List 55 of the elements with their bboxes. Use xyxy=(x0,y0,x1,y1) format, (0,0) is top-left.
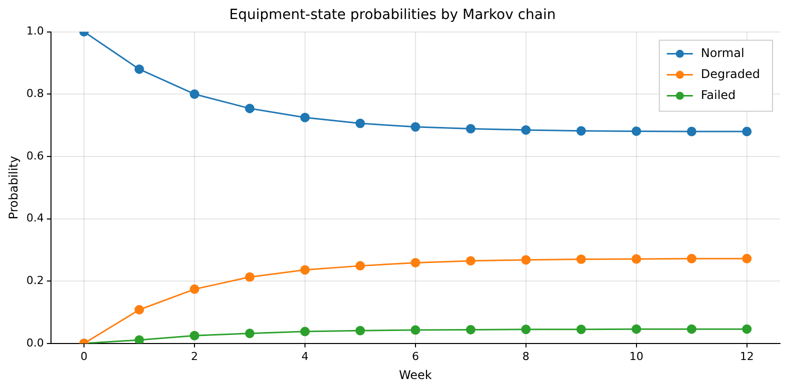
x-tick-label: 8 xyxy=(522,350,530,363)
point xyxy=(410,122,420,132)
point xyxy=(244,104,254,114)
x-axis-title: Week xyxy=(399,368,432,382)
point xyxy=(300,326,310,336)
point xyxy=(134,304,144,314)
point xyxy=(576,126,586,136)
legend-label: Failed xyxy=(700,88,736,102)
point xyxy=(576,324,586,334)
point xyxy=(466,124,476,134)
y-tick-label: 0.2 xyxy=(26,274,44,287)
point xyxy=(190,284,200,294)
point xyxy=(576,254,586,264)
y-tick-label: 0.0 xyxy=(26,336,44,350)
point xyxy=(190,89,200,99)
point xyxy=(410,325,420,335)
point xyxy=(355,261,365,271)
point xyxy=(686,324,696,334)
point xyxy=(410,258,420,268)
y-tick-label: 1.0 xyxy=(26,24,44,38)
point xyxy=(632,254,642,264)
legend-label: Degraded xyxy=(700,66,760,81)
point xyxy=(742,324,752,334)
point xyxy=(134,64,144,74)
point xyxy=(134,335,144,344)
y-tick-label: 0.4 xyxy=(26,212,44,225)
x-tick-label: 2 xyxy=(191,350,198,363)
point xyxy=(632,324,642,334)
legend-label: Normal xyxy=(700,46,744,60)
point xyxy=(244,272,254,282)
point xyxy=(300,265,310,275)
chart-title: Equipment-state probabilities by Markov chain xyxy=(229,7,556,24)
y-tick-label: 0.6 xyxy=(26,149,44,162)
point xyxy=(686,254,696,264)
x-tick-label: 10 xyxy=(629,350,644,363)
y-axis-title: Probability xyxy=(6,156,20,220)
point xyxy=(466,324,476,334)
point xyxy=(355,326,365,336)
x-tick-label: 6 xyxy=(412,350,419,363)
x-tick-label: 12 xyxy=(740,350,754,363)
point xyxy=(632,126,642,136)
point xyxy=(466,256,476,266)
x-tick-label: 4 xyxy=(301,350,308,363)
point xyxy=(686,126,696,136)
point xyxy=(355,118,365,128)
point xyxy=(742,254,752,264)
y-tick-label: 0.8 xyxy=(26,86,44,100)
point xyxy=(244,328,254,338)
point xyxy=(190,330,200,340)
point xyxy=(300,112,310,122)
point xyxy=(521,324,531,334)
point xyxy=(521,125,531,135)
x-tick-label: 0 xyxy=(80,350,88,363)
point xyxy=(521,255,531,265)
point xyxy=(742,126,752,136)
